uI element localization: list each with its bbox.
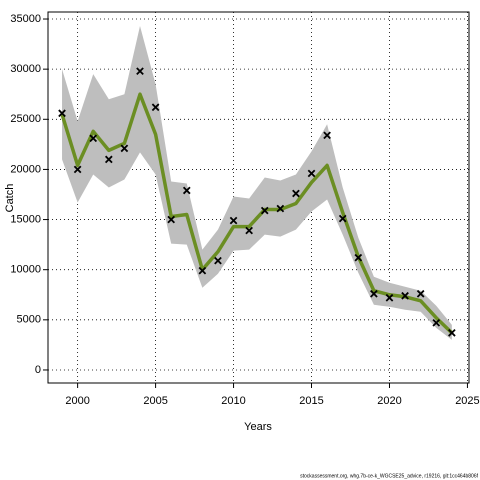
y-tick-label: 10000 bbox=[10, 264, 41, 276]
observed-point bbox=[89, 134, 98, 143]
footnote: stockassessment.org, whg.7b-ce-k_WGCSE25… bbox=[300, 473, 478, 479]
x-tick-label: 2020 bbox=[377, 395, 401, 407]
x-tick-label: 2025 bbox=[455, 395, 479, 407]
observed-point bbox=[136, 67, 144, 75]
observed-point bbox=[385, 293, 394, 302]
y-tick-label: 25000 bbox=[10, 113, 41, 125]
observed-point bbox=[448, 329, 456, 337]
y-tick-label: 15000 bbox=[10, 213, 41, 225]
observed-point bbox=[416, 289, 425, 298]
y-tick-label: 5000 bbox=[17, 314, 41, 326]
observed-point bbox=[104, 155, 113, 164]
observed-point bbox=[260, 206, 269, 215]
x-tick-label: 2000 bbox=[65, 395, 89, 407]
observed-point bbox=[182, 186, 191, 195]
observed-point bbox=[120, 144, 129, 153]
observed-point bbox=[276, 204, 285, 213]
x-tick-label: 2015 bbox=[299, 395, 323, 407]
x-tick-label: 2010 bbox=[221, 395, 245, 407]
observed-point bbox=[323, 131, 331, 140]
x-axis-label: Years bbox=[244, 421, 272, 433]
y-tick-label: 35000 bbox=[10, 13, 41, 25]
confidence-band bbox=[62, 26, 452, 340]
plot-frame bbox=[47, 11, 470, 384]
y-axis-label: Catch bbox=[4, 184, 16, 213]
observed-point bbox=[370, 289, 378, 298]
observed-point bbox=[73, 165, 82, 174]
y-tick-label: 20000 bbox=[10, 163, 41, 175]
observed-point bbox=[167, 215, 176, 224]
x-tick-label: 2005 bbox=[143, 395, 167, 407]
observed-point bbox=[307, 169, 316, 178]
observed-point bbox=[338, 214, 347, 223]
observed-point bbox=[245, 226, 253, 235]
observed-point bbox=[354, 253, 363, 262]
observed-point bbox=[401, 291, 409, 300]
observed-point bbox=[58, 109, 66, 118]
observed-point bbox=[432, 319, 441, 327]
y-tick-label: 0 bbox=[35, 364, 41, 376]
observed-point bbox=[292, 189, 300, 198]
observed-point bbox=[214, 256, 222, 265]
y-tick-label: 30000 bbox=[10, 63, 41, 75]
observed-point bbox=[229, 216, 238, 225]
observed-point bbox=[198, 266, 207, 275]
observed-point bbox=[151, 103, 160, 112]
